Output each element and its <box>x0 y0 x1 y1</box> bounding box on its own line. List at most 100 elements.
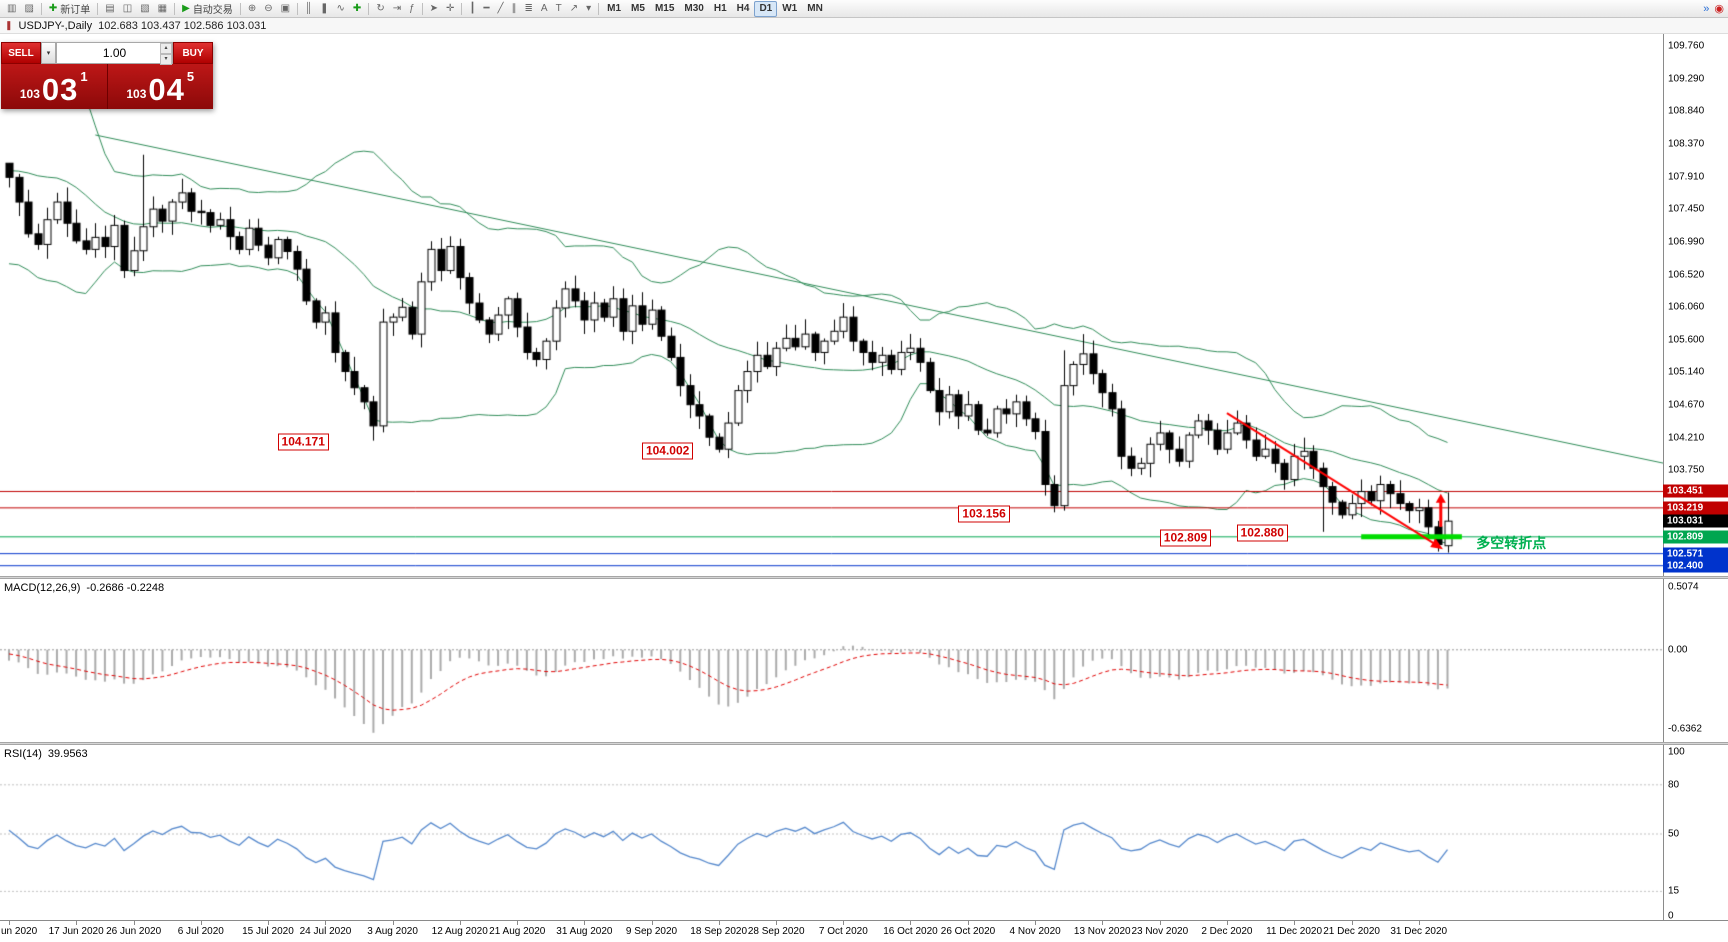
indicators-button[interactable]: ƒ <box>405 1 419 17</box>
horizontal-line-button[interactable]: ━ <box>479 1 493 17</box>
volume-input[interactable] <box>57 43 172 63</box>
new-order-button-label: 新订单 <box>60 5 91 16</box>
date-label: 2 Dec 2020 <box>1201 926 1253 937</box>
new-order-button[interactable]: ✚ 新订单 <box>45 1 94 17</box>
tile-windows-icon: ▣ <box>280 2 291 14</box>
arrows-button[interactable]: ↗ <box>566 1 582 17</box>
sell-price-fraction: 1 <box>80 69 88 84</box>
timeframe-m1-button[interactable]: M1 <box>602 1 626 17</box>
chart-price-label[interactable]: 102.809 <box>1159 529 1212 547</box>
timeframe-m5-button[interactable]: M5 <box>626 1 650 17</box>
date-tick-mark <box>517 921 519 925</box>
auto-scroll-button[interactable]: ↻ <box>372 1 388 17</box>
macd-label: MACD(12,26,9) -0.2686 -0.2248 <box>4 582 164 594</box>
date-tick-mark <box>1035 921 1037 925</box>
sell-price-panel[interactable]: 103 03 1 <box>1 64 108 109</box>
text-button[interactable]: A <box>537 1 552 17</box>
date-tick-mark <box>968 921 969 925</box>
text-label-button[interactable]: T <box>552 1 566 17</box>
macd-name: MACD(12,26,9) <box>4 582 81 594</box>
new-chart-button[interactable]: ▥ <box>3 1 20 17</box>
volume-spinner: ▴ ▾ <box>160 43 172 65</box>
macd-tick: 0.00 <box>1668 644 1688 656</box>
terminal-icon: ▦ <box>157 2 168 14</box>
fibonacci-button[interactable]: ≣ <box>521 1 537 17</box>
market-watch-button[interactable]: ▤ <box>101 1 118 17</box>
line-chart-button[interactable]: ∿ <box>333 1 349 17</box>
arrows-dropdown[interactable]: ▾ <box>582 1 595 17</box>
sell-button[interactable]: SELL <box>1 42 41 64</box>
indicators-icon: ƒ <box>409 2 415 14</box>
rsi-panel-resize-handle[interactable] <box>0 742 1728 745</box>
date-tick-mark <box>1226 921 1228 925</box>
chart-price-label[interactable]: 104.171 <box>277 433 329 451</box>
channel-button[interactable]: ∥ <box>508 1 521 17</box>
buy-button[interactable]: BUY <box>173 42 213 64</box>
timeframe-h1-button[interactable]: H1 <box>709 1 732 17</box>
price-tick: 106.520 <box>1668 269 1705 281</box>
date-tick-mark <box>459 921 461 925</box>
trade-panel-controls: SELL ▾ ▴ ▾ BUY <box>1 42 213 65</box>
alerts-icon[interactable]: ◉ <box>1714 3 1724 15</box>
trendline-button[interactable]: ╱ <box>494 1 508 17</box>
date-tick-mark <box>1159 921 1161 925</box>
date-axis[interactable]: un 2020 17 Jun 2020 26 Jun 2020 6 Jul 2020 1… <box>0 920 1728 942</box>
chart-price-label[interactable]: 104.002 <box>641 442 694 460</box>
turning-point-text-label[interactable]: 多空转折点 <box>1476 535 1547 552</box>
vertical-line-icon: ┃ <box>469 2 476 14</box>
price-badge: 102.571 <box>1663 547 1728 561</box>
volume-dropdown-button[interactable]: ▾ <box>41 42 56 64</box>
cursor-button[interactable]: ➤ <box>426 1 442 17</box>
date-tick-mark <box>267 921 269 925</box>
text-icon: A <box>540 2 548 14</box>
price-tick: 107.450 <box>1668 203 1705 215</box>
price-axis[interactable]: 109.760 109.290 108.840 108.370 107.910 107.4… <box>1663 18 1728 922</box>
timeframe-w1-button[interactable]: W1 <box>777 1 802 17</box>
spinner-down-icon[interactable]: ▾ <box>160 54 172 65</box>
zoom-out-button[interactable]: ⊖ <box>260 1 276 17</box>
autotrade-button-label: 自动交易 <box>192 5 233 16</box>
date-tick-mark <box>1294 921 1296 925</box>
volume-field: ▴ ▾ <box>56 42 173 65</box>
chart-price-label[interactable]: 102.880 <box>1236 524 1288 541</box>
timeframe-d1-button[interactable]: D1 <box>754 0 778 17</box>
bar-chart-button[interactable]: ║ <box>301 1 316 17</box>
zoom-in-button[interactable]: ⊕ <box>244 1 260 17</box>
chart-canvas[interactable] <box>0 0 1663 942</box>
buy-price-pips: 04 <box>148 72 185 107</box>
date-label: 16 Oct 2020 <box>883 926 938 937</box>
timeframe-h4-button[interactable]: H4 <box>732 1 755 17</box>
timeframe-m30-button[interactable]: M30 <box>679 1 708 17</box>
chart-title-strip: ❚ USDJPY-,Daily 102.683 103.437 102.586 … <box>0 18 1728 34</box>
arrows-icon: ↗ <box>569 2 579 14</box>
vertical-line-button[interactable]: ┃ <box>465 1 479 17</box>
navigator-button[interactable]: ▧ <box>136 1 153 17</box>
date-label: 15 Jul 2020 <box>242 926 294 937</box>
date-tick-mark <box>200 921 202 925</box>
date-label: 28 Sep 2020 <box>747 926 805 937</box>
timeframe-mn-button[interactable]: MN <box>802 1 828 17</box>
autotrade-button[interactable]: ▶ 自动交易 <box>178 1 237 17</box>
spinner-up-icon[interactable]: ▴ <box>160 43 172 54</box>
rsi-tick: 15 <box>1668 885 1680 897</box>
chart-shift-button[interactable]: ⇥ <box>389 1 405 17</box>
new-chart-plus-icon: ✚ <box>352 2 362 14</box>
tile-windows-button[interactable]: ▣ <box>277 1 294 17</box>
date-label: 13 Nov 2020 <box>1073 926 1131 937</box>
toolbar-separator <box>97 2 99 15</box>
crosshair-button[interactable]: ✛ <box>442 1 458 17</box>
chart-price-label[interactable]: 103.156 <box>958 505 1010 523</box>
buy-price-panel[interactable]: 103 04 5 <box>107 64 213 109</box>
new-chart-plus-button[interactable]: ✚ <box>349 1 365 17</box>
profiles-button[interactable]: ▨ <box>20 1 37 17</box>
timeframe-m15-button[interactable]: M15 <box>650 1 679 17</box>
candle-chart-button[interactable]: ❚ <box>316 1 332 17</box>
date-label: 9 Sep 2020 <box>625 926 678 937</box>
macd-panel-resize-handle[interactable] <box>0 576 1728 579</box>
price-tick: 104.210 <box>1668 432 1705 444</box>
toolbar-overflow-icon[interactable]: » <box>1703 3 1710 15</box>
data-window-button[interactable]: ◫ <box>119 1 136 17</box>
toolbar: ▥ ▨ ✚ 新订单 ▤ ◫ ▧ ▦ ▶ 自动交易 ⊕ ⊖ ▣ ║ ❚ ∿ ✚ ↻ ⇥ ƒ ➤ ✛ ┃ ━ ╱ ∥ ≣ A T ↗ ▾ M1 M5… <box>0 0 1728 18</box>
date-label: 26 Jun 2020 <box>106 926 162 937</box>
terminal-button[interactable]: ▦ <box>154 1 171 17</box>
